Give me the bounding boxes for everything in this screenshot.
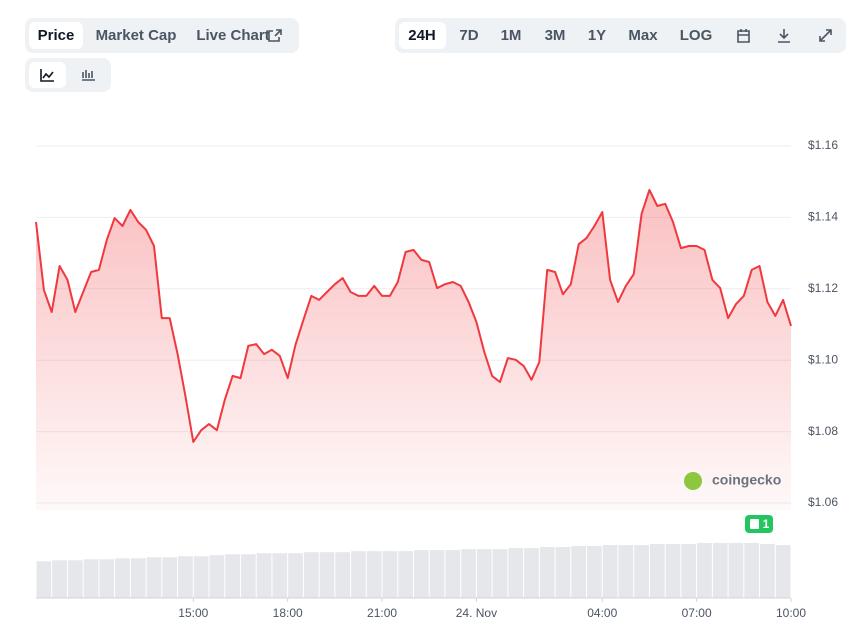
range-button[interactable]: 3M [545, 27, 566, 44]
badge-icon [750, 519, 759, 529]
tab[interactable]: Live Chart [196, 27, 269, 44]
volume-bar [476, 549, 492, 598]
volume-bar [398, 551, 413, 598]
y-tick-label: $1.14 [808, 210, 838, 224]
volume-bar [649, 544, 665, 598]
volume-bar [571, 546, 587, 598]
y-tick-label: $1.16 [808, 138, 838, 152]
calendar-icon[interactable] [737, 29, 750, 43]
volume-bar [256, 553, 272, 598]
volume-bar [288, 553, 303, 598]
volume-bar [99, 559, 115, 598]
volume-bar [414, 550, 429, 598]
volume-bar [429, 550, 445, 598]
badge-count: 1 [763, 517, 770, 531]
x-tick-label: 24. Nov [456, 606, 497, 620]
y-tick-label: $1.12 [808, 281, 838, 295]
volume-bar [115, 558, 130, 598]
range-button[interactable]: 24H [408, 27, 436, 44]
x-tick-label: 18:00 [273, 606, 303, 620]
volume-bar [272, 553, 288, 598]
tab[interactable]: Price [38, 27, 75, 44]
external-icon [268, 29, 282, 42]
tab-group [25, 18, 299, 53]
x-tick-label: 10:00 [776, 606, 806, 620]
volume-bar [665, 544, 681, 598]
volume-bar [162, 557, 178, 598]
fullscreen-icon[interactable] [819, 29, 832, 42]
volume-bar [445, 550, 461, 598]
logo [684, 472, 702, 490]
volume-bar [225, 554, 240, 598]
volume-bar [461, 549, 476, 598]
range-button[interactable]: Max [628, 27, 658, 44]
volume-bar [193, 556, 209, 598]
tab[interactable]: Market Cap [96, 27, 177, 44]
volume-bar [681, 544, 697, 598]
line-icon [40, 69, 54, 82]
y-tick-label: $1.06 [808, 495, 838, 509]
range-active-bg [399, 22, 446, 49]
volume-bar [240, 554, 256, 598]
y-tick-label: $1.08 [808, 424, 838, 438]
volume-bar [508, 548, 524, 598]
volume-bar [634, 545, 649, 598]
volume-bar [760, 544, 775, 598]
range-button[interactable]: LOG [680, 27, 713, 44]
volume-bar [697, 543, 712, 598]
volume-bar [539, 547, 555, 598]
volume-bar [36, 561, 52, 598]
volume-bar [744, 543, 760, 598]
price-line [35, 188, 792, 443]
volume-bar [492, 549, 508, 598]
volume-bar [555, 547, 571, 598]
tab-active-bg [29, 22, 83, 49]
range-button[interactable]: 1M [501, 27, 522, 44]
watermark: coingecko [712, 472, 781, 488]
range-button[interactable]: 7D [459, 27, 478, 44]
volume-bar [351, 551, 366, 598]
volume-bar [303, 552, 319, 598]
range-group [395, 18, 846, 53]
volume-bar [178, 556, 193, 598]
volume-bar [83, 559, 99, 598]
volume-bar [366, 551, 382, 598]
ohlc-icon[interactable] [82, 70, 95, 81]
volume-bar [587, 546, 602, 598]
x-tick-label: 04:00 [587, 606, 617, 620]
volume-bar [618, 545, 634, 598]
volume-bar [728, 543, 744, 598]
volume-bar [209, 555, 225, 598]
x-tick-label: 21:00 [367, 606, 397, 620]
volume-bar [602, 545, 618, 598]
x-tick-label: 15:00 [178, 606, 208, 620]
volume-bar [319, 552, 335, 598]
volume-bar [524, 548, 539, 598]
volume-bar [382, 551, 398, 598]
volume-bar [52, 560, 67, 598]
y-tick-label: $1.10 [808, 352, 838, 366]
volume-bar [775, 545, 791, 598]
volume-bar [146, 557, 162, 598]
price-area [36, 189, 791, 510]
volume-bar [335, 552, 351, 598]
volume-bar [712, 543, 728, 598]
range-button[interactable]: 1Y [588, 27, 606, 44]
volume-bar [67, 560, 83, 598]
x-tick-label: 07:00 [682, 606, 712, 620]
download-icon[interactable] [778, 29, 790, 43]
volume-bar [130, 558, 146, 598]
